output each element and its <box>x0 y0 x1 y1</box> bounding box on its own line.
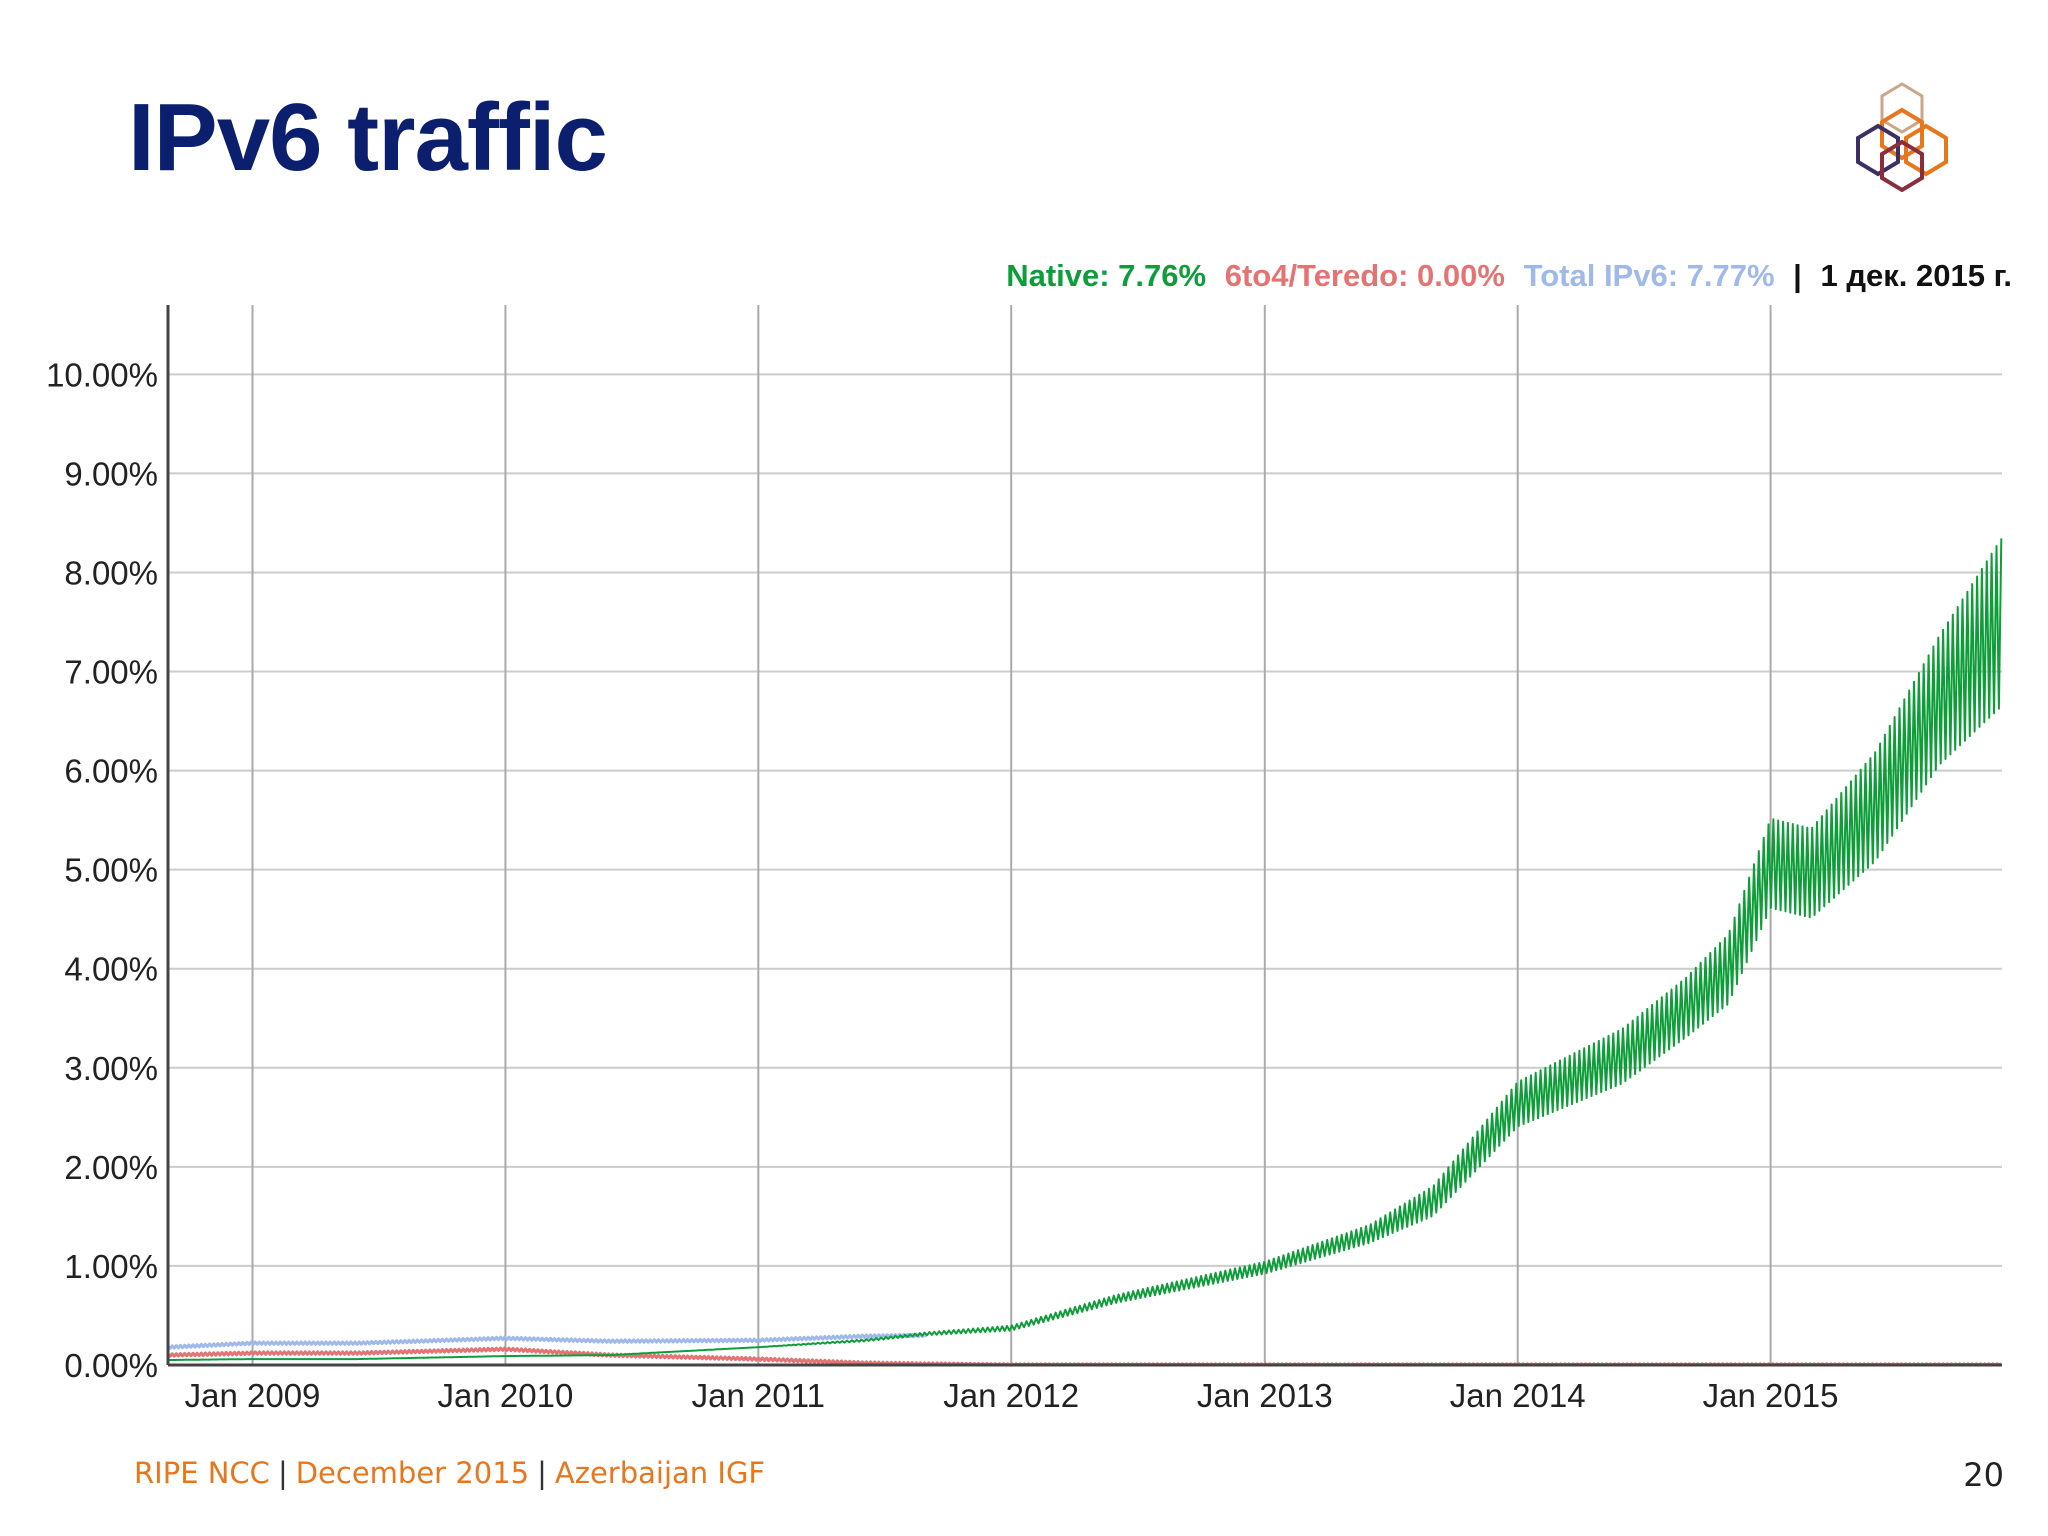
legend-tunnel: 6to4/Teredo: 0.00% <box>1225 258 1505 293</box>
footer-separator: | <box>537 1456 547 1490</box>
page-title: IPv6 traffic <box>128 84 608 191</box>
footer-org: RIPE NCC <box>134 1456 270 1490</box>
y-tick-label: 8.00% <box>64 554 158 591</box>
ripe-ncc-logo-icon <box>1856 82 1948 192</box>
x-tick-label: Jan 2009 <box>185 1377 321 1414</box>
x-tick-label: Jan 2015 <box>1703 1377 1839 1414</box>
ipv6-traffic-chart: 0.00% 1.00% 2.00% 3.00% 4.00% 5.00% 6.00% 7.00%… <box>46 258 2012 1414</box>
y-tick-label: 4.00% <box>64 951 158 988</box>
series-line-total <box>166 1332 928 1350</box>
y-tick-label: 7.00% <box>64 654 158 691</box>
x-tick-label: Jan 2013 <box>1197 1377 1333 1414</box>
y-tick-label: 10.00% <box>46 356 158 393</box>
x-tick-label: Jan 2012 <box>943 1377 1079 1414</box>
footer-date: December 2015 <box>295 1456 530 1490</box>
legend-total: Total IPv6: 7.77% <box>1524 258 1775 293</box>
y-tick-label: 9.00% <box>64 455 158 492</box>
chart-legend: Native: 7.76% 6to4/Teredo: 0.00% Total I… <box>1006 258 2012 293</box>
legend-separator: | <box>1793 258 1802 293</box>
chart-grid <box>168 305 2002 1366</box>
legend-native: Native: 7.76% <box>1006 258 1206 293</box>
y-tick-label: 6.00% <box>64 753 158 790</box>
x-tick-label: Jan 2010 <box>438 1377 574 1414</box>
y-tick-label: 3.00% <box>64 1050 158 1087</box>
footer-separator: | <box>277 1456 288 1490</box>
page-number: 20 <box>1963 1456 2004 1494</box>
legend-date: 1 дек. 2015 г. <box>1820 258 2012 293</box>
series-line-native <box>168 538 2003 1361</box>
chart-axes <box>166 305 2002 1367</box>
y-tick-label: 0.00% <box>64 1347 158 1384</box>
y-tick-label: 2.00% <box>64 1149 158 1186</box>
y-tick-label: 1.00% <box>64 1248 158 1285</box>
x-tick-label: Jan 2014 <box>1450 1377 1586 1414</box>
footer: RIPE NCC | December 2015 | Azerbaijan IGF <box>134 1456 765 1490</box>
x-tick-label: Jan 2011 <box>692 1377 825 1414</box>
x-axis-ticks: Jan 2009 Jan 2010 Jan 2011 Jan 2012 Jan 2013… <box>185 1377 1839 1414</box>
y-axis-ticks: 0.00% 1.00% 2.00% 3.00% 4.00% 5.00% 6.00% 7.00%… <box>46 356 158 1384</box>
chart-series <box>166 538 2003 1367</box>
footer-event: Azerbaijan IGF <box>554 1456 766 1490</box>
y-tick-label: 5.00% <box>64 852 158 889</box>
